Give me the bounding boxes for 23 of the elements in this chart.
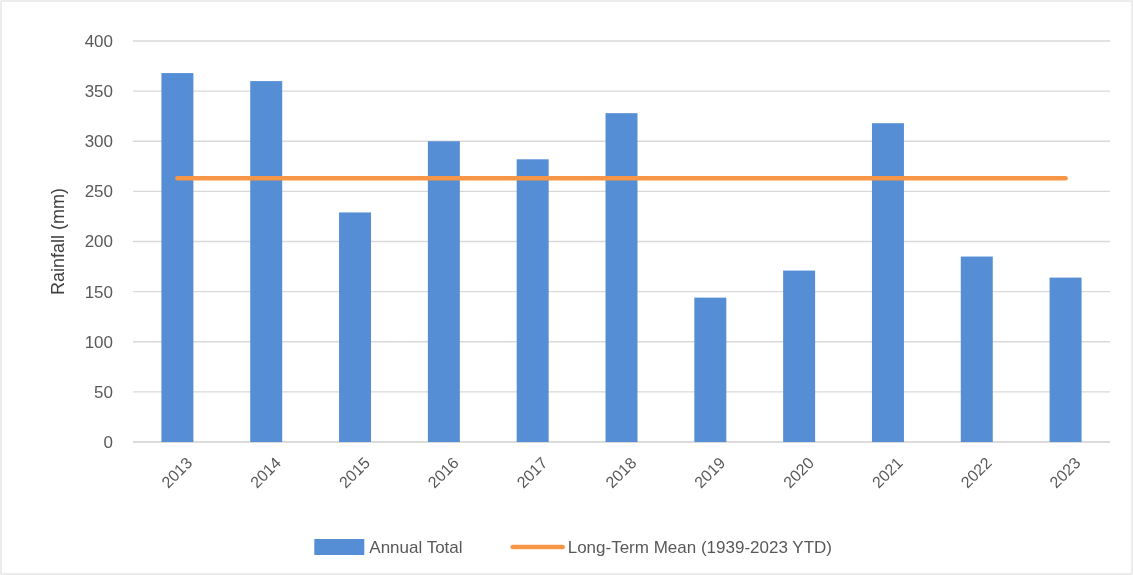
y-tick-label: 150 xyxy=(84,282,113,302)
bar xyxy=(161,73,194,442)
bar xyxy=(694,297,727,442)
y-tick-label: 350 xyxy=(84,82,113,102)
bar xyxy=(871,123,904,442)
y-tick-label: 100 xyxy=(84,332,113,352)
legend-label: Long-Term Mean (1939-2023 YTD) xyxy=(567,537,832,557)
y-tick-label: 0 xyxy=(103,432,113,452)
y-tick-label: 200 xyxy=(84,232,113,252)
bar xyxy=(250,81,283,442)
y-tick-label: 400 xyxy=(84,31,113,51)
bar xyxy=(516,159,549,442)
legend-label: Annual Total xyxy=(369,537,463,557)
bar xyxy=(960,256,993,442)
y-tick-label: 250 xyxy=(84,182,113,202)
y-axis-title: Rainfall (mm) xyxy=(48,187,68,296)
y-tick-label: 50 xyxy=(94,382,113,402)
bar xyxy=(1049,277,1082,442)
bar xyxy=(783,270,816,442)
y-tick-label: 300 xyxy=(84,132,113,152)
bar xyxy=(339,212,372,442)
bar xyxy=(605,113,638,442)
bar xyxy=(427,141,460,442)
